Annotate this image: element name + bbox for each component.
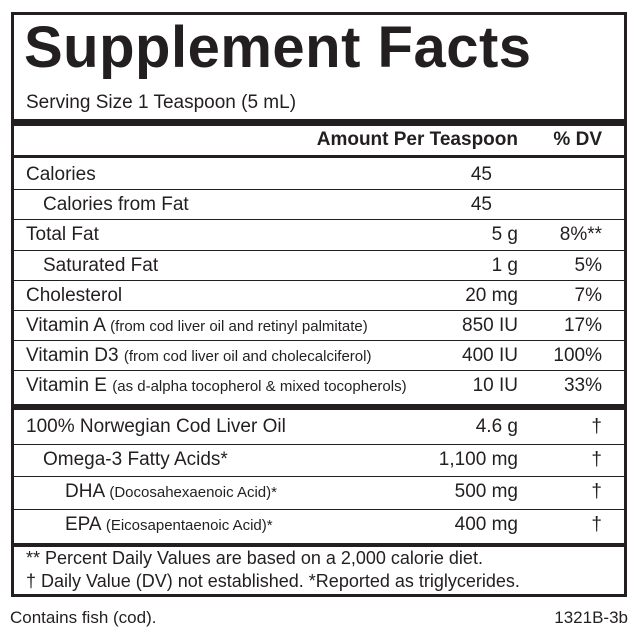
row-divider bbox=[14, 189, 624, 191]
daily-value: † bbox=[591, 448, 602, 470]
amount-value: 45 bbox=[470, 194, 492, 216]
table-row: Cholesterol 20 mg 7% bbox=[14, 281, 624, 311]
ingredient-label: DHA bbox=[65, 481, 110, 502]
row-divider bbox=[14, 476, 624, 477]
ingredient-name: Vitamin E (as d-alpha tocopherol & mixed… bbox=[26, 375, 407, 397]
ingredient-source-note: (as d-alpha tocopherol & mixed tocophero… bbox=[112, 378, 407, 396]
daily-value: 100% bbox=[553, 345, 602, 367]
supplement-facts-panel: Supplement Facts Serving Size 1 Teaspoon… bbox=[11, 12, 627, 597]
row-divider bbox=[14, 279, 624, 281]
table-row: 100% Norwegian Cod Liver Oil 4.6 g † bbox=[14, 412, 624, 442]
amount-value: 10 IU bbox=[472, 375, 518, 397]
panel-title: Supplement Facts bbox=[24, 15, 532, 80]
ingredient-name: Calories bbox=[26, 164, 96, 186]
daily-value: 7% bbox=[574, 284, 602, 306]
ingredient-label: EPA bbox=[65, 513, 106, 535]
allergen-statement: Contains fish (cod). bbox=[10, 608, 157, 627]
thick-divider-bottom bbox=[14, 543, 624, 547]
row-divider bbox=[14, 508, 624, 510]
row-divider bbox=[14, 219, 624, 221]
daily-value: † bbox=[591, 513, 602, 535]
row-divider bbox=[14, 249, 624, 251]
ingredient-name: Vitamin D3 (from cod liver oil and chole… bbox=[26, 345, 371, 367]
amount-value: 1 g bbox=[491, 254, 518, 276]
daily-value: † bbox=[591, 416, 602, 437]
amount-value: 20 mg bbox=[465, 284, 518, 306]
dv-header: % DV bbox=[553, 129, 602, 150]
ingredient-name: EPA (Eicosapentaenoic Acid)* bbox=[65, 514, 273, 536]
amount-value: 5 g bbox=[491, 224, 518, 246]
ingredient-label: 100% Norwegian Cod Liver Oil bbox=[26, 416, 286, 437]
ingredient-name: DHA (Docosahexaenoic Acid)* bbox=[65, 481, 277, 503]
daily-value: 5% bbox=[574, 254, 602, 276]
table-row: Calories 45 bbox=[14, 160, 624, 190]
amount-value: 4.6 g bbox=[475, 416, 518, 437]
ingredient-label: Cholesterol bbox=[26, 284, 123, 306]
table-row: Vitamin E (as d-alpha tocopherol & mixed… bbox=[14, 371, 624, 401]
daily-value: 8%** bbox=[559, 224, 602, 246]
serving-size: Serving Size 1 Teaspoon (5 mL) bbox=[26, 92, 297, 113]
table-row: Saturated Fat 1 g 5% bbox=[14, 251, 624, 281]
ingredient-label: Vitamin E bbox=[26, 375, 113, 397]
header-divider bbox=[14, 155, 624, 158]
amount-value: 400 mg bbox=[454, 513, 518, 535]
ingredient-label: Vitamin A bbox=[26, 315, 111, 336]
ingredient-name: Cholesterol bbox=[26, 285, 122, 307]
amount-value: 400 IU bbox=[462, 345, 518, 367]
ingredient-label: Vitamin D3 bbox=[26, 345, 124, 367]
amount-value: 45 bbox=[470, 164, 492, 185]
row-divider bbox=[14, 370, 624, 372]
ingredient-label: Calories from Fat bbox=[43, 194, 189, 216]
amount-value: 850 IU bbox=[462, 315, 518, 336]
ingredient-source-note: (Eicosapentaenoic Acid)* bbox=[105, 516, 273, 534]
table-row: Omega-3 Fatty Acids* 1,100 mg † bbox=[14, 445, 624, 475]
thick-divider-middle bbox=[14, 404, 624, 410]
daily-value: 33% bbox=[563, 375, 602, 397]
row-divider bbox=[14, 310, 624, 311]
table-row: Vitamin D3 (from cod liver oil and chole… bbox=[14, 341, 624, 371]
table-row: Total Fat 5 g 8%** bbox=[14, 220, 624, 250]
ingredient-label: Total Fat bbox=[26, 224, 99, 246]
product-code: 1321B-3b bbox=[554, 608, 628, 627]
ingredient-label: Calories bbox=[26, 164, 96, 185]
amount-header: Amount Per Teaspoon bbox=[316, 129, 518, 150]
ingredient-label: Omega-3 Fatty Acids* bbox=[43, 448, 228, 470]
table-row: DHA (Docosahexaenoic Acid)* 500 mg † bbox=[14, 477, 624, 507]
footnote-triglycerides: † Daily Value (DV) not established. *Rep… bbox=[26, 571, 520, 591]
row-divider bbox=[14, 443, 624, 445]
ingredient-name: Calories from Fat bbox=[43, 194, 189, 216]
row-divider bbox=[14, 340, 624, 342]
table-row: Calories from Fat 45 bbox=[14, 190, 624, 220]
thick-divider-top bbox=[14, 119, 624, 126]
table-row: Vitamin A (from cod liver oil and retiny… bbox=[14, 311, 624, 341]
ingredient-name: Vitamin A (from cod liver oil and retiny… bbox=[26, 315, 368, 337]
ingredient-name: Total Fat bbox=[26, 224, 99, 246]
amount-value: 500 mg bbox=[454, 481, 518, 502]
ingredient-source-note: (from cod liver oil and retinyl palmitat… bbox=[110, 318, 368, 335]
footnote-dv: ** Percent Daily Values are based on a 2… bbox=[26, 548, 483, 568]
amount-value: 1,100 mg bbox=[438, 448, 518, 470]
daily-value: † bbox=[591, 481, 602, 502]
ingredient-name: Saturated Fat bbox=[43, 255, 158, 277]
ingredient-source-note: (from cod liver oil and cholecalciferol) bbox=[123, 348, 372, 366]
ingredient-label: Saturated Fat bbox=[43, 254, 159, 276]
table-row: EPA (Eicosapentaenoic Acid)* 400 mg † bbox=[14, 510, 624, 540]
ingredient-name: Omega-3 Fatty Acids* bbox=[43, 449, 228, 471]
daily-value: 17% bbox=[563, 315, 602, 336]
ingredient-name: 100% Norwegian Cod Liver Oil bbox=[26, 416, 286, 438]
ingredient-source-note: (Docosahexaenoic Acid)* bbox=[109, 484, 277, 501]
